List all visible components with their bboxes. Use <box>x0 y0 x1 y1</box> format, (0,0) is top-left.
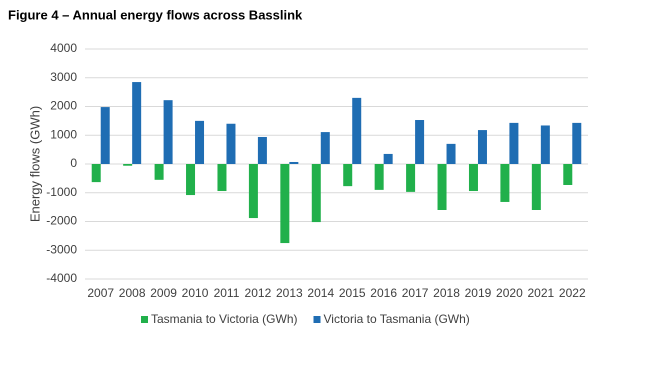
x-tick-label: 2021 <box>527 286 554 300</box>
bar <box>446 143 456 164</box>
y-tick-label: -3000 <box>46 242 77 256</box>
x-tick-label: 2019 <box>465 286 492 300</box>
bar <box>154 164 164 180</box>
bar <box>343 164 353 187</box>
legend-label: Victoria to Tasmania (GWh) <box>324 312 470 326</box>
y-tick-label: -4000 <box>46 271 77 285</box>
legend-swatch <box>141 316 148 323</box>
x-tick-label: 2010 <box>182 286 209 300</box>
x-tick-label: 2015 <box>339 286 366 300</box>
bar <box>468 164 478 192</box>
bar <box>406 164 416 192</box>
x-tick-label: 2011 <box>214 286 240 300</box>
x-tick-label: 2013 <box>276 286 303 300</box>
y-tick-label: -2000 <box>46 214 77 228</box>
bar <box>352 97 362 164</box>
legend-label: Tasmania to Victoria (GWh) <box>151 312 298 326</box>
y-axis-label: Energy flows (GWh) <box>27 106 42 222</box>
bar <box>383 153 393 164</box>
x-tick-label: 2018 <box>433 286 460 300</box>
x-tick-label: 2008 <box>119 286 146 300</box>
bar <box>415 120 425 164</box>
bar <box>226 123 236 164</box>
y-tick-label: -1000 <box>46 185 77 199</box>
bar <box>509 122 519 164</box>
y-tick-label: 3000 <box>50 70 77 84</box>
bar <box>186 164 196 196</box>
y-tick-label: 1000 <box>50 127 77 141</box>
bar <box>163 100 173 164</box>
bar <box>280 164 290 244</box>
bar <box>477 130 487 164</box>
x-tick-label: 2007 <box>87 286 114 300</box>
bar <box>374 164 384 190</box>
bar <box>132 82 142 164</box>
bar <box>91 164 101 183</box>
bar <box>100 107 110 164</box>
bar <box>217 164 227 192</box>
bar <box>289 161 299 164</box>
legend-swatch <box>313 316 321 323</box>
bar <box>437 164 447 210</box>
x-tick-label: 2016 <box>370 286 397 300</box>
bar <box>320 132 330 164</box>
y-tick-label: 4000 <box>50 41 77 55</box>
bar <box>257 136 267 164</box>
x-tick-label: 2017 <box>402 286 429 300</box>
bar <box>531 164 541 210</box>
bar <box>123 164 133 166</box>
x-tick-label: 2012 <box>245 286 272 300</box>
bar <box>500 164 510 202</box>
chart-title: Figure 4 – Annual energy flows across Ba… <box>8 7 303 22</box>
bar <box>248 164 258 219</box>
bar <box>311 164 321 223</box>
x-tick-label: 2020 <box>496 286 523 300</box>
x-tick-label: 2009 <box>150 286 177 300</box>
bar <box>572 122 582 164</box>
y-tick-label: 0 <box>70 156 77 170</box>
x-tick-label: 2022 <box>559 286 586 300</box>
bar <box>563 164 573 185</box>
bar <box>195 120 205 164</box>
y-tick-label: 2000 <box>50 99 77 113</box>
x-tick-label: 2014 <box>307 286 334 300</box>
bar <box>540 125 550 164</box>
